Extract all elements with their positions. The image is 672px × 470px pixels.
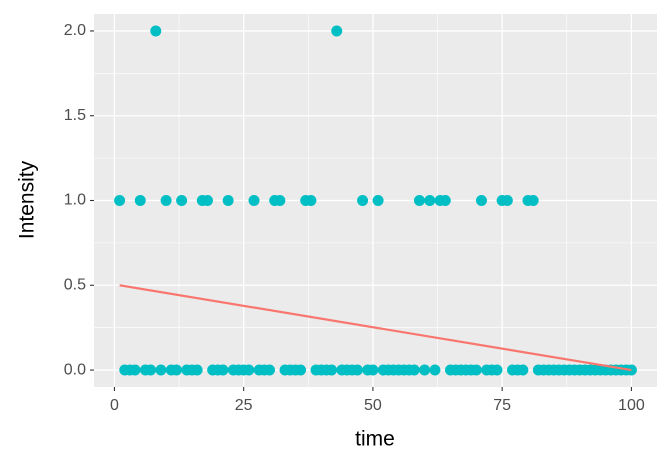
point [424,195,436,206]
y-tick-label: 2.0 [64,22,86,39]
x-tick-label: 25 [235,397,253,414]
x-tick-label: 75 [493,397,511,414]
point [114,195,126,206]
point [429,364,441,376]
point [217,364,229,376]
point [501,195,513,206]
point [264,364,276,376]
x-tick-label: 100 [618,397,645,414]
point [419,364,431,376]
point [470,364,482,376]
y-axis-title: Intensity [16,160,39,239]
point [295,364,307,376]
point [491,364,503,376]
point [145,364,157,376]
y-tick-label: 0.5 [64,276,86,293]
x-tick-label: 50 [364,397,382,414]
point [155,364,167,376]
point [134,195,146,206]
point [274,195,286,206]
point [326,364,338,376]
point [517,364,529,376]
point [372,195,384,206]
point [439,195,451,206]
point [129,364,141,376]
y-tick-label: 1.5 [64,107,86,124]
point [150,25,162,37]
point [176,195,188,206]
point [222,195,234,206]
point [201,195,213,206]
trend-line [119,284,632,372]
point [475,195,487,206]
point [351,364,363,376]
point [170,364,182,376]
point [305,195,317,206]
point [191,364,203,376]
point [331,25,343,37]
point [408,364,420,376]
point [527,195,539,206]
point [357,195,369,206]
x-axis-title: time [355,428,395,451]
x-tick-label: 0 [110,397,119,414]
y-tick-label: 1.0 [64,192,86,209]
point [248,195,260,206]
point [243,364,255,376]
point [160,195,172,206]
point [413,195,425,206]
point [367,364,379,376]
y-tick-label: 0.0 [64,361,86,378]
